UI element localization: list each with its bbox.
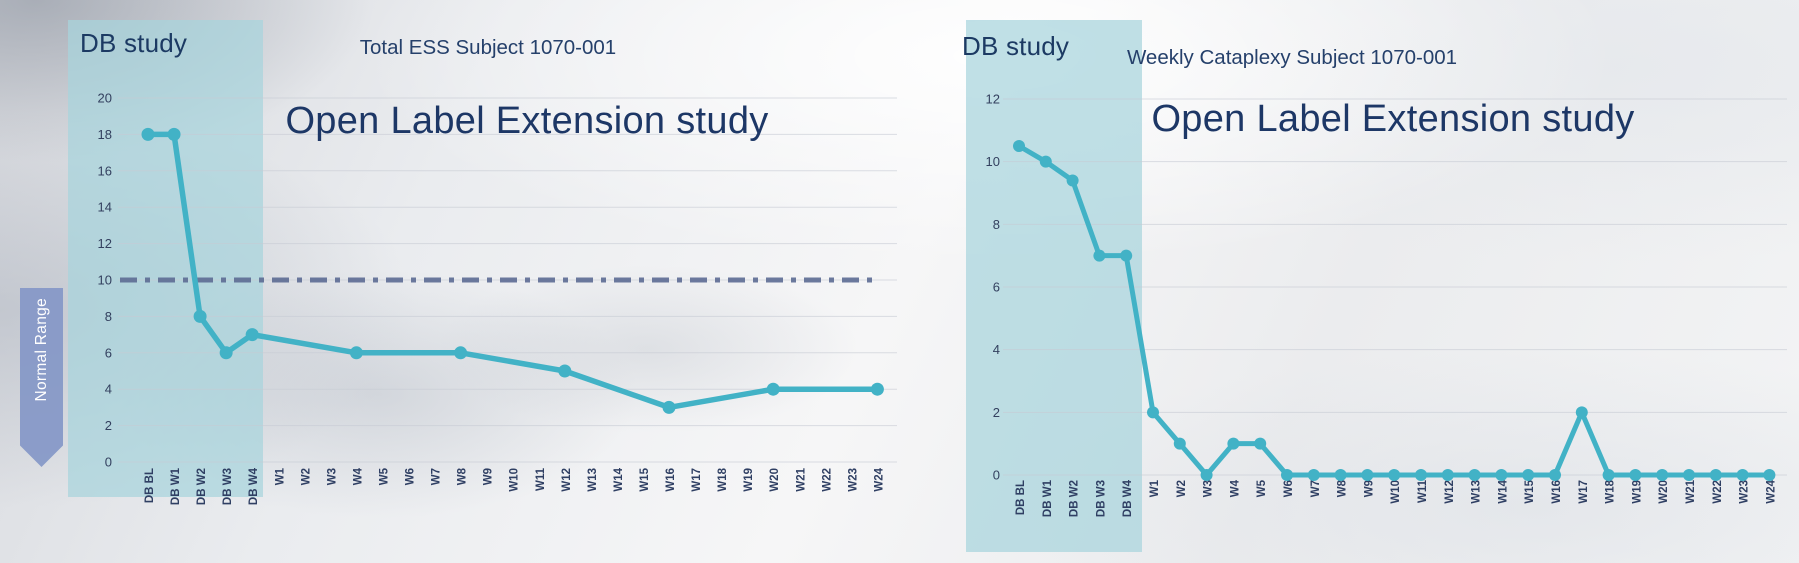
svg-text:18: 18 [98,127,112,142]
svg-text:W18: W18 [717,467,729,491]
svg-text:W19: W19 [743,468,755,492]
svg-text:W11: W11 [1417,479,1429,503]
svg-text:8: 8 [105,309,112,324]
svg-text:DB W2: DB W2 [1069,480,1081,517]
svg-text:W16: W16 [665,468,677,492]
svg-text:W14: W14 [1497,479,1509,503]
svg-text:W1: W1 [1149,479,1161,497]
svg-text:W8: W8 [457,467,469,485]
svg-text:2: 2 [105,418,112,433]
svg-text:W24: W24 [1765,479,1777,503]
svg-text:W22: W22 [1712,480,1724,504]
svg-text:12: 12 [98,236,112,251]
svg-text:W6: W6 [1283,480,1295,497]
svg-text:W10: W10 [1390,480,1402,504]
svg-text:W3: W3 [326,468,338,485]
svg-text:W24: W24 [873,467,885,491]
svg-text:W9: W9 [483,468,495,485]
svg-text:W6: W6 [405,468,417,485]
svg-text:W23: W23 [847,468,859,492]
svg-text:16: 16 [98,163,112,178]
svg-text:W21: W21 [1685,479,1697,503]
svg-text:W19: W19 [1631,480,1643,504]
svg-text:2: 2 [993,405,1000,420]
svg-text:W13: W13 [1471,480,1483,504]
svg-text:DB W1: DB W1 [1042,479,1054,517]
svg-text:W17: W17 [691,468,703,492]
svg-text:W1: W1 [274,467,286,485]
svg-text:W3: W3 [1203,480,1215,497]
chart-title-right: Open Label Extension study [1151,98,1635,140]
svg-text:W4: W4 [1229,479,1241,497]
svg-text:0: 0 [105,455,112,470]
svg-text:W15: W15 [1524,479,1536,503]
svg-text:W5: W5 [1256,479,1268,497]
svg-text:4: 4 [993,342,1000,357]
svg-text:W14: W14 [613,467,625,491]
chart-subtitle-left: Total ESS Subject 1070-001 [359,36,617,59]
svg-text:W9: W9 [1363,480,1375,497]
svg-text:W22: W22 [821,468,833,492]
svg-text:12: 12 [986,92,1000,107]
svg-text:W8: W8 [1337,479,1349,497]
svg-text:W12: W12 [561,468,573,492]
svg-text:0: 0 [993,468,1000,483]
svg-text:W13: W13 [587,468,599,492]
svg-text:DB BL: DB BL [144,468,156,503]
svg-text:14: 14 [98,200,112,215]
chart-title-left: Open Label Extension study [285,100,769,142]
normal-range-ribbon: Normal Range [20,288,63,467]
svg-text:DB W4: DB W4 [1122,479,1134,517]
svg-text:W20: W20 [769,468,781,492]
svg-text:DB W3: DB W3 [1095,480,1107,517]
svg-text:DB BL: DB BL [1015,480,1027,515]
svg-text:W12: W12 [1444,480,1456,504]
svg-text:DB W3: DB W3 [222,468,234,505]
chart-subtitle-right: Weekly Cataplexy Subject 1070-001 [1126,46,1458,69]
svg-text:W10: W10 [509,468,521,492]
svg-text:4: 4 [105,382,112,397]
svg-text:W20: W20 [1658,480,1670,504]
svg-text:W21: W21 [795,467,807,491]
db-study-shaded-region-left [68,20,263,497]
svg-text:W17: W17 [1578,480,1590,504]
svg-text:6: 6 [105,345,112,360]
db-study-label-left: DB study [80,28,188,58]
svg-text:W15: W15 [639,467,651,491]
svg-text:DB W2: DB W2 [196,468,208,505]
db-study-label-right: DB study [962,31,1070,61]
svg-text:W16: W16 [1551,480,1563,504]
svg-text:W7: W7 [1310,480,1322,497]
db-study-shaded-region-right [966,20,1142,552]
svg-text:W23: W23 [1739,480,1751,504]
normal-range-label: Normal Range [32,298,50,402]
svg-text:W11: W11 [535,467,547,491]
svg-text:W18: W18 [1605,479,1617,503]
svg-text:6: 6 [993,280,1000,295]
svg-text:DB W4: DB W4 [248,467,260,505]
svg-text:10: 10 [986,154,1000,169]
svg-text:8: 8 [993,217,1000,232]
svg-text:W4: W4 [352,467,364,485]
svg-text:DB W1: DB W1 [170,467,182,505]
svg-text:10: 10 [98,273,112,288]
svg-text:W7: W7 [431,468,443,485]
svg-text:W2: W2 [300,468,312,485]
svg-text:W5: W5 [378,467,390,485]
svg-text:20: 20 [98,91,112,106]
svg-text:W2: W2 [1176,480,1188,497]
